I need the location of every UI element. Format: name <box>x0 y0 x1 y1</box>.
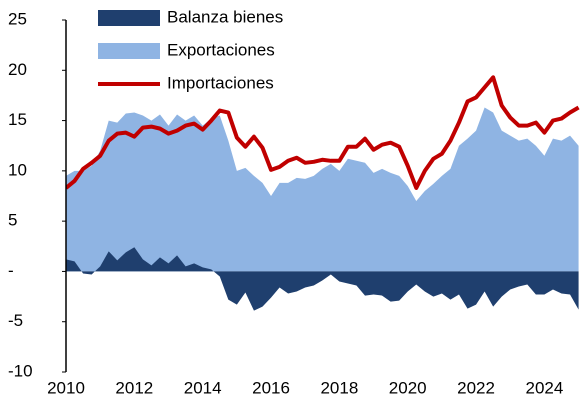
x-tick-label: 2022 <box>457 378 495 397</box>
legend-label: Importaciones <box>167 73 274 92</box>
y-tick-label: 20 <box>8 60 27 79</box>
x-tick-label: 2016 <box>252 378 290 397</box>
line-series <box>66 75 580 190</box>
x-tick-label: 2014 <box>184 378 222 397</box>
plot-area <box>66 75 580 311</box>
x-tick-label: 2018 <box>320 378 358 397</box>
y-tick-label: - <box>8 261 14 280</box>
y-tick-label: -10 <box>8 361 33 380</box>
legend-swatch <box>98 10 160 26</box>
legend-label: Exportaciones <box>167 40 275 59</box>
legend-item: Importaciones <box>98 73 274 92</box>
y-tick-label: 15 <box>8 110 27 129</box>
y-tick-label: 10 <box>8 160 27 179</box>
legend-swatch <box>98 43 160 59</box>
y-tick-label: 5 <box>8 211 17 230</box>
x-tick-label: 2012 <box>115 378 153 397</box>
area-series <box>66 107 579 272</box>
legend-item: Exportaciones <box>98 40 275 59</box>
x-tick-label: 2010 <box>47 378 85 397</box>
y-tick-label: -5 <box>8 311 23 330</box>
x-tick-label: 2024 <box>525 378 563 397</box>
legend-label: Balanza bienes <box>167 7 283 26</box>
legend-item: Balanza bienes <box>98 7 283 26</box>
x-tick-label: 2020 <box>389 378 427 397</box>
area-series <box>66 247 579 311</box>
y-tick-label: 25 <box>8 9 27 28</box>
